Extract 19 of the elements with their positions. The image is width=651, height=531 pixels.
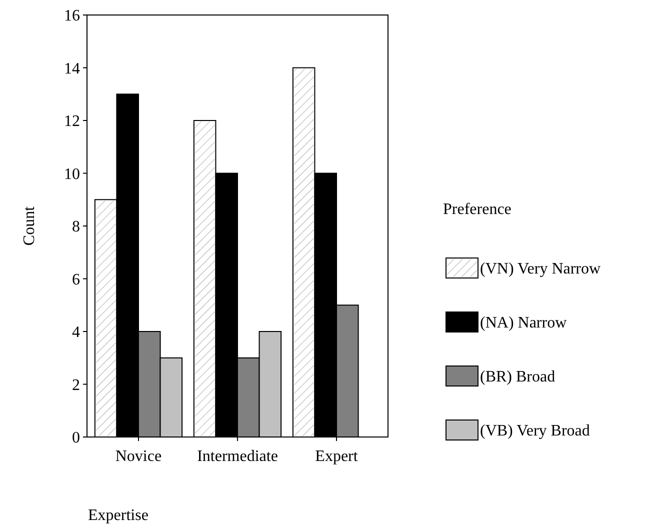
x-axis-title: Expertise: [88, 507, 148, 524]
y-axis-title: Count: [21, 206, 38, 246]
y-tick-label: 10: [64, 166, 80, 183]
x-tick-label: Expert: [315, 448, 358, 465]
legend-title: Preference: [443, 201, 512, 218]
y-tick-label: 2: [72, 376, 80, 394]
y-tick-label: 0: [72, 430, 80, 447]
y-tick-label: 14: [64, 60, 80, 78]
legend-label: (VN) Very Narrow: [480, 260, 601, 278]
y-tick-label: 6: [72, 271, 80, 288]
y-tick-label: 12: [64, 113, 80, 130]
y-tick-label: 8: [72, 218, 80, 236]
x-tick-label: Novice: [115, 448, 162, 465]
y-tick-label: 4: [72, 324, 80, 342]
legend-label: (VB) Very Broad: [480, 422, 590, 440]
y-tick-label: 16: [64, 8, 80, 25]
legend-label: (BR) Broad: [480, 368, 556, 386]
x-tick-label: Intermediate: [197, 448, 278, 465]
legend-label: (NA) Narrow: [480, 314, 568, 332]
